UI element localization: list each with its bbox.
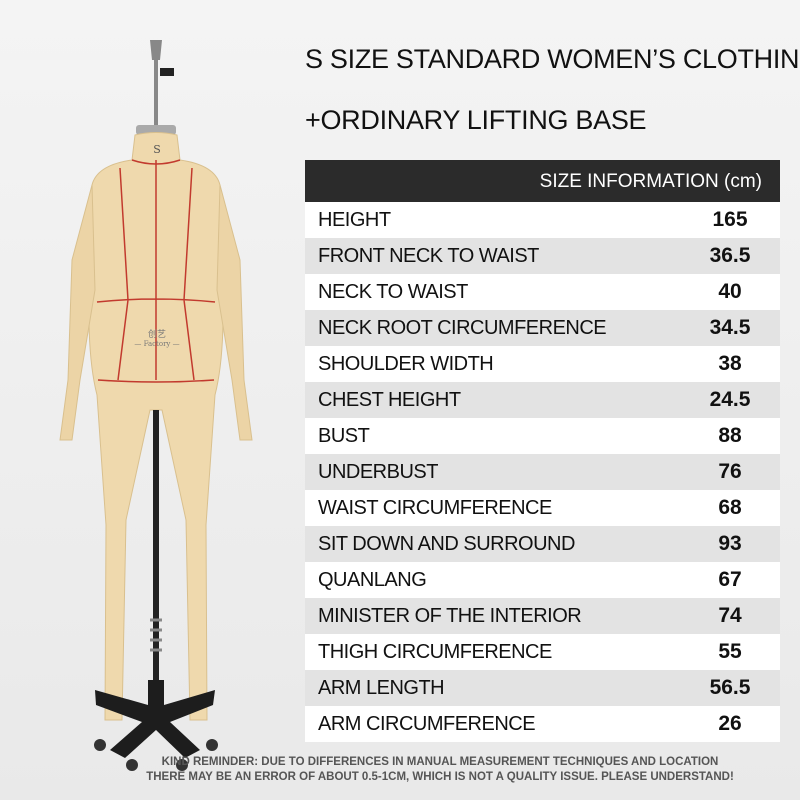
row-value: 36.5: [709, 244, 751, 267]
row-label: BUST: [318, 424, 370, 447]
row-value: 93: [718, 532, 742, 555]
title: S SIZE STANDARD WOMEN’S CLOTHING: [305, 44, 800, 74]
row-label: NECK TO WAIST: [318, 280, 468, 303]
row-label: NECK ROOT CIRCUMFERENCE: [318, 316, 607, 339]
row-label: ARM LENGTH: [318, 676, 445, 699]
row-label: SHOULDER WIDTH: [318, 352, 494, 375]
row-label: SIT DOWN AND SURROUND: [318, 532, 575, 555]
row-label: HEIGHT: [318, 208, 391, 231]
row-label: FRONT NECK TO WAIST: [318, 244, 539, 267]
table-row: QUANLANG 67: [305, 562, 780, 598]
row-value: 165: [712, 208, 748, 231]
row-label: CHEST HEIGHT: [318, 388, 461, 411]
table-row: NECK TO WAIST 40: [305, 274, 780, 310]
table-row: BUST 88: [305, 418, 780, 454]
table-row: SHOULDER WIDTH 38: [305, 346, 780, 382]
table-row: FRONT NECK TO WAIST 36.5: [305, 238, 780, 274]
table-row: THIGH CIRCUMFERENCE 55: [305, 634, 780, 670]
table-row: ARM CIRCUMFERENCE 26: [305, 706, 780, 742]
table-row: WAIST CIRCUMFERENCE 68: [305, 490, 780, 526]
footnote: THERE MAY BE AN ERROR OF ABOUT 0.5-1CM, …: [146, 771, 734, 783]
row-value: 88: [718, 424, 742, 447]
table-body: HEIGHT 165 FRONT NECK TO WAIST 36.5 NECK TO …: [305, 202, 780, 742]
table-header: SIZE INFORMATION (cm): [305, 160, 780, 202]
row-value: 67: [718, 568, 742, 591]
row-value: 40: [718, 280, 742, 303]
table-row: NECK ROOT CIRCUMFERENCE 34.5: [305, 310, 780, 346]
row-value: 68: [718, 496, 742, 519]
size-tag: S: [153, 143, 161, 156]
table-row: HEIGHT 165: [305, 202, 780, 238]
row-label: QUANLANG: [318, 568, 427, 591]
row-value: 38: [718, 352, 742, 375]
row-label: MINISTER OF THE INTERIOR: [318, 604, 582, 627]
row-value: 76: [718, 460, 742, 483]
table-row: SIT DOWN AND SURROUND 93: [305, 526, 780, 562]
footnote: KIND REMINDER: DUE TO DIFFERENCES IN MAN…: [161, 756, 719, 768]
table-row: ARM LENGTH 56.5: [305, 670, 780, 706]
row-value: 56.5: [709, 676, 751, 699]
table-row: UNDERBUST 76: [305, 454, 780, 490]
row-value: 26: [718, 712, 742, 735]
table-row: MINISTER OF THE INTERIOR 74: [305, 598, 780, 634]
brand: 创艺: [148, 328, 166, 340]
row-label: UNDERBUST: [318, 460, 438, 483]
row-label: ARM CIRCUMFERENCE: [318, 712, 536, 735]
size-table: SIZE INFORMATION (cm) HEIGHT 165 FRONT NEC…: [305, 160, 780, 742]
row-value: 74: [718, 604, 742, 627]
row-value: 55: [718, 640, 742, 663]
table-row: CHEST HEIGHT 24.5: [305, 382, 780, 418]
brand-sub: — Factory —: [134, 340, 179, 348]
row-value: 24.5: [709, 388, 751, 411]
mannequin: S 创艺 — Factory —: [59, 40, 253, 771]
subtitle: +ORDINARY LIFTING BASE: [305, 105, 647, 135]
row-value: 34.5: [709, 316, 751, 339]
row-label: WAIST CIRCUMFERENCE: [318, 496, 552, 519]
row-label: THIGH CIRCUMFERENCE: [318, 640, 552, 663]
